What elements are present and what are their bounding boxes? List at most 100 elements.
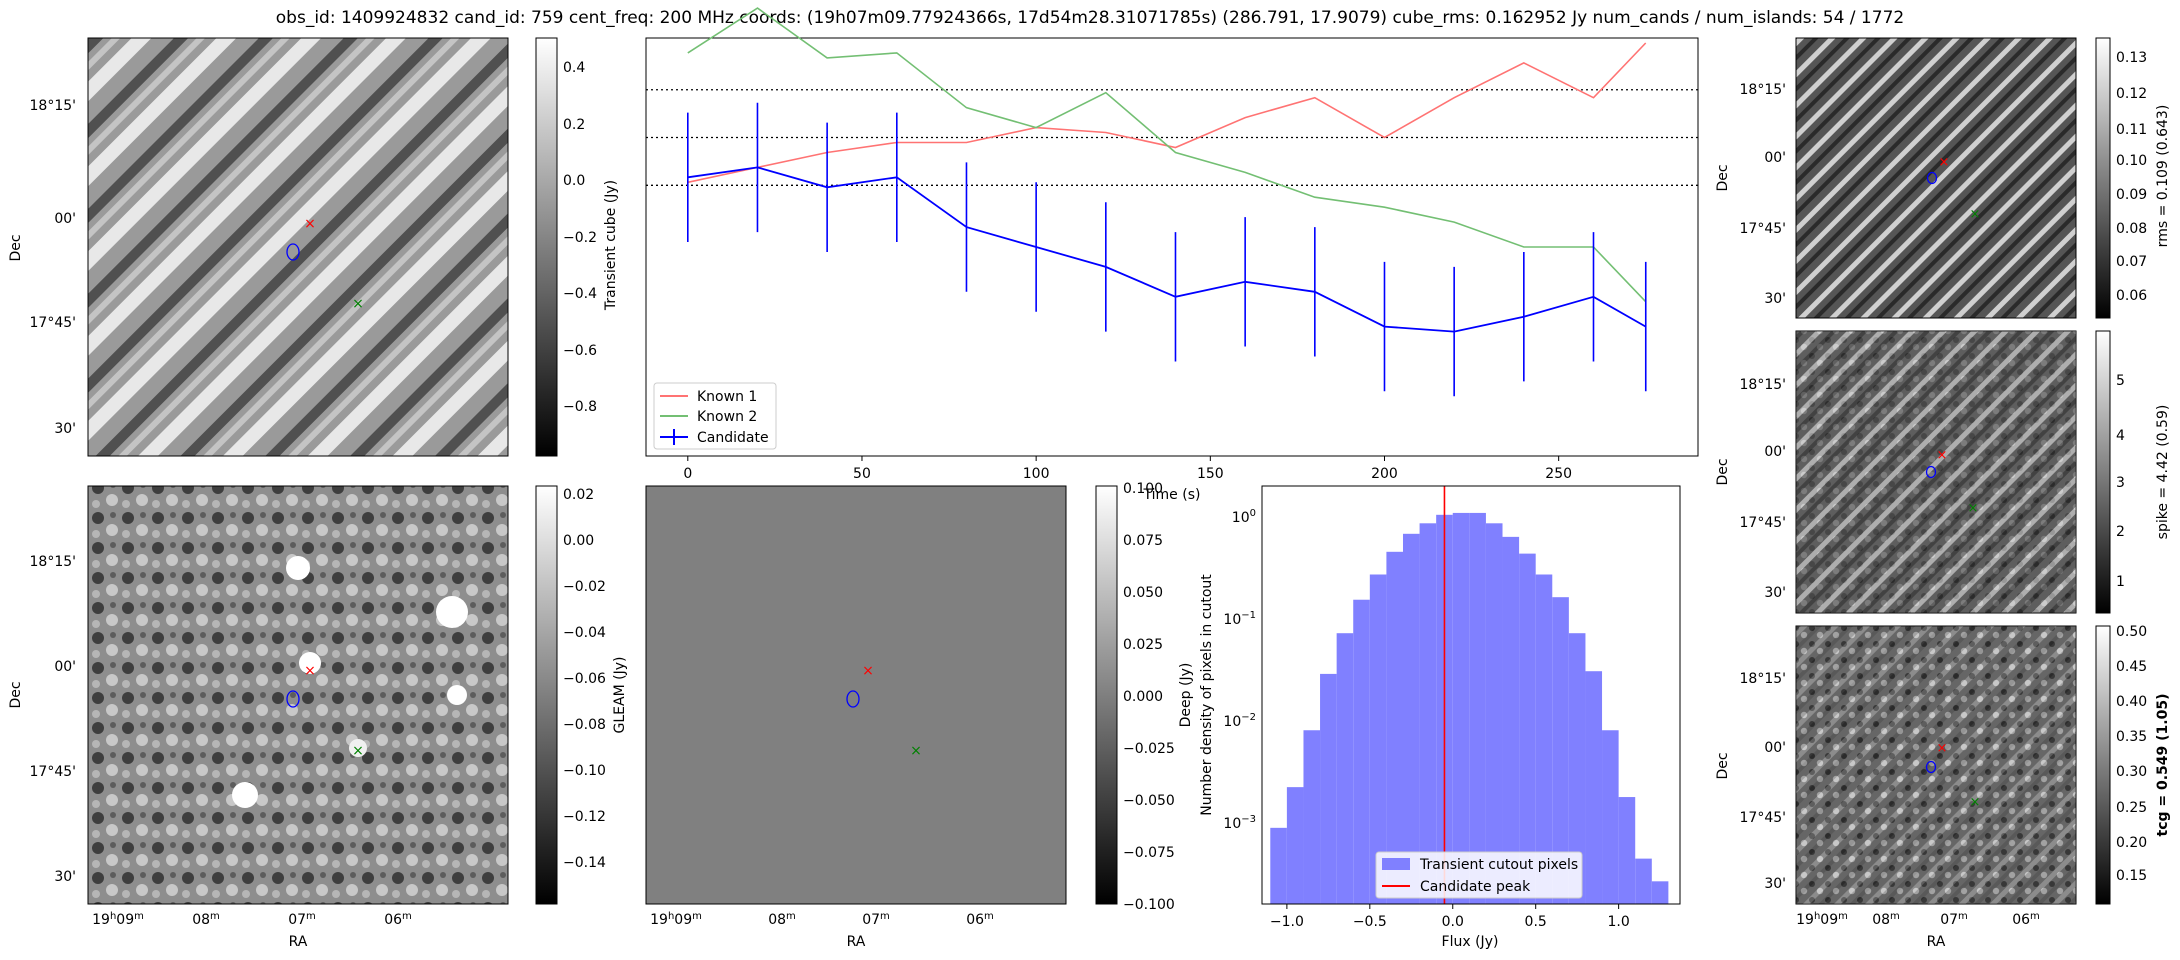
dec-axis-label: Dec bbox=[1715, 752, 1731, 779]
cbar-label: tcg = 0.549 (1.05) bbox=[2155, 694, 2171, 837]
x-tick-label: 0 bbox=[683, 466, 692, 482]
colorbar-fill bbox=[1095, 485, 1118, 905]
cbar-tick-label: 0.000 bbox=[1123, 689, 1163, 705]
ra-tick-label: 06m bbox=[384, 911, 412, 928]
colorbar-fill bbox=[2095, 330, 2111, 614]
histogram-bar bbox=[1336, 633, 1354, 904]
legend-label: Transient cutout pixels bbox=[1419, 857, 1578, 873]
candidate-contour bbox=[286, 243, 300, 261]
cbar-label: Transient cube (Jy) bbox=[603, 180, 619, 311]
x-tick-label: 0.5 bbox=[1525, 914, 1547, 930]
series-line-known-1 bbox=[687, 42, 1647, 184]
deep-panel: × × 19h09m 08m 07m 06m RA bbox=[645, 485, 1067, 950]
x-tick-label: 100 bbox=[1023, 466, 1050, 482]
ra-tick-label: 07m bbox=[288, 911, 316, 928]
ra-tick-label: 07m bbox=[1940, 911, 1968, 928]
dec-axis-labels: 18°15' 00' 17°45' 30' bbox=[1740, 671, 1786, 892]
cbar-tick-label: 0.20 bbox=[2116, 835, 2147, 851]
colorbar-fill bbox=[535, 37, 558, 457]
legend-frame bbox=[653, 382, 777, 450]
candidate-contour bbox=[846, 690, 860, 708]
dec-tick-label: 30' bbox=[54, 421, 76, 437]
deep-colorbar: 0.100 0.075 0.050 0.025 0.000 −0.025 −0.… bbox=[1095, 481, 1194, 913]
dec-tick-label: 00' bbox=[1764, 150, 1786, 166]
time-axis-label: Time (s) bbox=[1143, 487, 1201, 503]
histogram-bar bbox=[1369, 574, 1387, 904]
tcg-panel: × × 18°15' 00' 17°45' 30' Dec 19h09m 08m… bbox=[1715, 624, 2171, 950]
cbar-tick-label: 0.2 bbox=[563, 117, 585, 133]
ra-tick-label: 19h09m bbox=[1796, 911, 1848, 928]
ra-axis-label: RA bbox=[1927, 934, 1946, 950]
histogram-bar bbox=[1651, 881, 1669, 904]
series-line-known-2 bbox=[687, 7, 1647, 303]
dec-tick-label: 17°45' bbox=[1740, 221, 1786, 237]
cbar-tick-label: 0.02 bbox=[563, 487, 594, 503]
histogram-axes-frame bbox=[1261, 485, 1681, 905]
cbar-tick-label: 0.15 bbox=[2116, 868, 2147, 884]
gleam-colorbar: 0.02 0.00 −0.02 −0.04 −0.06 −0.08 −0.10 … bbox=[535, 485, 628, 905]
green-marker: × bbox=[1970, 207, 1981, 222]
x-tick-label: 150 bbox=[1197, 466, 1224, 482]
dec-tick-label: 18°15' bbox=[30, 98, 76, 114]
red-marker: × bbox=[862, 663, 874, 679]
candidate-contour bbox=[1926, 171, 1938, 185]
x-tick-label: 200 bbox=[1371, 466, 1398, 482]
dec-tick-label: 17°45' bbox=[1740, 810, 1786, 826]
cbar-tick-label: 0.35 bbox=[2116, 729, 2147, 745]
ra-tick-label: 19h09m bbox=[650, 911, 702, 928]
colorbar-fill bbox=[2095, 625, 2111, 905]
source-blob bbox=[286, 556, 310, 580]
y-tick-label: 10−2 bbox=[1223, 712, 1256, 730]
cbar-ticks: 0.50 0.45 0.40 0.35 0.30 0.25 0.20 0.15 bbox=[2116, 624, 2147, 884]
source-blob bbox=[349, 739, 367, 757]
series-line-candidate bbox=[687, 166, 1647, 333]
dec-tick-label: 17°45' bbox=[30, 764, 76, 780]
cbar-tick-label: 0.25 bbox=[2116, 800, 2147, 816]
candidate-contour bbox=[286, 690, 300, 708]
ra-tick-label: 07m bbox=[862, 911, 890, 928]
histogram-bars bbox=[1270, 512, 1669, 904]
x-tick-label: 50 bbox=[853, 466, 871, 482]
cbar-tick-label: 0.45 bbox=[2116, 659, 2147, 675]
cbar-tick-label: 1 bbox=[2116, 574, 2125, 590]
red-marker: × bbox=[304, 216, 316, 232]
cbar-tick-label: −0.8 bbox=[563, 399, 597, 415]
histogram-ylabel: Number density of pixels in cutout bbox=[1199, 574, 1215, 816]
colorbar-fill bbox=[2095, 37, 2111, 319]
cbar-tick-label: −0.2 bbox=[563, 230, 597, 246]
dec-axis-labels: 18°15' 00' 17°45' 30' bbox=[1740, 377, 1786, 601]
histogram-bar bbox=[1602, 730, 1619, 904]
cbar-tick-label: 0.10 bbox=[2116, 153, 2147, 169]
source-blob bbox=[232, 782, 258, 808]
histogram-bar bbox=[1286, 787, 1304, 904]
cbar-tick-label: 0.100 bbox=[1123, 481, 1163, 497]
cbar-tick-label: 4 bbox=[2116, 428, 2125, 444]
cbar-tick-label: 0.12 bbox=[2116, 86, 2147, 102]
green-marker: × bbox=[352, 743, 364, 759]
cbar-tick-label: 0.06 bbox=[2116, 288, 2147, 304]
cbar-label: rms = 0.109 (0.643) bbox=[2155, 105, 2171, 248]
cbar-tick-label: −0.4 bbox=[563, 286, 597, 302]
dec-axis-label: Dec bbox=[8, 681, 24, 708]
green-marker: × bbox=[1970, 795, 1981, 810]
dec-axis-labels: 18°15' 00' 17°45' 30' Dec bbox=[8, 554, 76, 885]
dec-tick-label: 30' bbox=[1764, 291, 1786, 307]
dec-tick-label: 00' bbox=[1764, 444, 1786, 460]
dec-axis-label: Dec bbox=[1715, 458, 1731, 485]
histogram-yticks: 100 10−1 10−2 10−3 bbox=[1223, 508, 1256, 832]
histogram-bar bbox=[1270, 827, 1287, 904]
histogram-bar bbox=[1485, 523, 1503, 904]
cbar-tick-label: 0.07 bbox=[2116, 254, 2147, 270]
histogram-xlabel: Flux (Jy) bbox=[1442, 934, 1499, 950]
dec-tick-label: 18°15' bbox=[30, 554, 76, 570]
ra-tick-label: 06m bbox=[966, 911, 994, 928]
histogram-bar bbox=[1386, 551, 1403, 904]
source-blob bbox=[299, 652, 321, 674]
cbar-tick-label: −0.08 bbox=[563, 717, 606, 733]
dec-tick-label: 00' bbox=[54, 659, 76, 675]
candidate-contour bbox=[1925, 465, 1937, 479]
histogram-bar bbox=[1568, 633, 1586, 904]
ra-tick-label: 08m bbox=[1872, 911, 1900, 928]
cbar-tick-label: 0.40 bbox=[2116, 694, 2147, 710]
histogram-bar bbox=[1635, 858, 1652, 904]
